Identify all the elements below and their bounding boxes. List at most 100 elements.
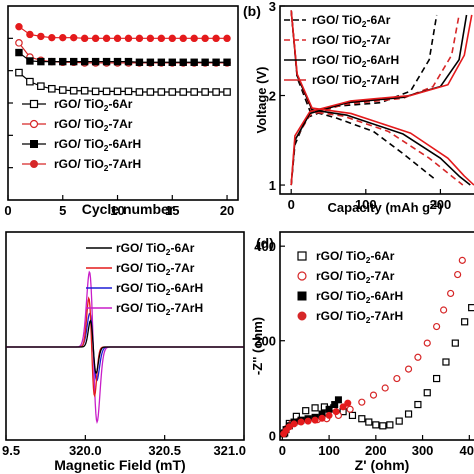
panel-b-voltage-profiles: (b) 1 2 3 0 100 200 Voltage (V) Capacity (mAh g-…	[243, 0, 474, 215]
panel-d-point	[311, 416, 319, 424]
panel-a-x-tick-label: 0	[4, 203, 11, 218]
panel-a-point	[80, 34, 89, 43]
panel-d-legend-label: rGO/ TiO2-7Ar	[316, 269, 395, 285]
panel-d-point	[348, 411, 357, 420]
panel-c-legend-label: rGO/ TiO2-7Ar	[116, 261, 195, 277]
panel-a-point	[15, 39, 23, 47]
panel-d-point	[311, 404, 319, 412]
panel-a-point	[201, 34, 209, 43]
panel-c-legend: rGO/ TiO2-6Ar rGO/ TiO2-7Ar rGO/ TiO2-6ArH…	[86, 241, 203, 317]
panel-b-x-tick-label: 0	[288, 197, 295, 212]
panel-a-point	[146, 34, 155, 43]
panel-a-point	[190, 34, 198, 43]
panel-d-legend-label: rGO/ TiO2-7ArH	[316, 309, 403, 325]
panel-a-point	[135, 34, 144, 43]
panel-a-point	[113, 57, 122, 66]
panel-d-point	[414, 353, 422, 361]
panel-a-point	[26, 57, 34, 65]
panel-d-point	[318, 414, 326, 422]
panel-c-legend-label: rGO/ TiO2-7ArH	[116, 301, 203, 317]
panel-a-point	[37, 32, 45, 41]
panel-a-point	[59, 33, 67, 42]
panel-d-legend-marker	[297, 291, 307, 301]
panel-d-frame	[279, 231, 474, 441]
panel-b-x-axis-label: Capacity (mAh g-1)	[328, 199, 443, 215]
panel-a-point	[102, 57, 111, 66]
panel-d-point	[344, 399, 352, 407]
panel-a-x-axis-label: Cycle number	[82, 201, 175, 217]
panel-d-point	[332, 408, 340, 416]
panel-b-y-tick-label: 3	[269, 0, 276, 14]
panel-d-legend-label: rGO/ TiO2-6ArH	[316, 289, 403, 305]
panel-d-legend-marker	[297, 251, 307, 261]
panel-a-legend-marker	[30, 160, 38, 168]
panel-d-point	[386, 421, 394, 429]
panel-d-point	[395, 417, 403, 425]
panel-b-curve-charge	[290, 14, 460, 186]
panel-c-x-tick-label: 321.0	[213, 443, 246, 458]
panel-d-point	[461, 318, 469, 326]
panel-d-x-axis-label: Z' (ohm)	[355, 457, 410, 473]
panel-c-epr-spectra: 9.5 320.0 320.5 321.0 Magnetic Field (mT) rGO…	[2, 231, 246, 473]
panel-d-nyquist: (d) 0 200 400 0 100 200 300 40 -Z'' (ohm) Z' (ohm)…	[250, 231, 474, 473]
panel-b-legend-label: rGO/ TiO2-7ArH	[312, 73, 399, 89]
panel-d-point	[447, 289, 455, 298]
panel-d-point	[365, 418, 373, 426]
panel-a-point	[48, 84, 56, 93]
panel-d-point	[442, 358, 450, 366]
panel-d-point	[334, 396, 342, 404]
panel-b-x-tick-label: 100	[355, 197, 377, 212]
panel-b-frame	[279, 5, 474, 195]
panel-d-point	[302, 407, 310, 415]
panel-d-point	[290, 420, 298, 428]
panel-d-point	[379, 422, 387, 430]
panel-a-point	[59, 57, 67, 66]
panel-a-point	[135, 58, 144, 66]
panel-a-point	[124, 34, 133, 43]
panel-d-y-tick-label: 400	[254, 239, 276, 254]
panel-a-point	[157, 58, 166, 66]
panel-d-point	[304, 417, 312, 425]
panel-d-y-tick-label: 200	[254, 334, 276, 349]
panel-d-point	[325, 405, 333, 413]
panel-d-point	[454, 270, 462, 279]
panel-c-x-tick-label: 9.5	[2, 443, 20, 458]
panel-a-point	[48, 33, 56, 42]
panel-a-point	[70, 33, 78, 42]
panel-d-point	[339, 403, 347, 411]
panel-a-point	[58, 86, 67, 94]
panel-a-point	[113, 87, 122, 96]
panel-a-x-tick-label: 5	[59, 203, 66, 218]
panel-a-point	[212, 88, 220, 96]
panel-a-point	[15, 48, 23, 57]
panel-a-point	[102, 87, 111, 96]
panel-a-point	[91, 57, 100, 66]
panel-a-point	[157, 34, 166, 43]
panel-a-point	[223, 88, 231, 96]
panel-a-point	[124, 57, 133, 66]
panel-d-point	[372, 421, 380, 429]
panel-a-x-tick-label: 20	[220, 203, 234, 218]
panel-a-point	[37, 57, 45, 66]
panel-d-x-tick-label: 300	[412, 443, 434, 458]
panel-d-x-tick-label: 0	[279, 443, 286, 458]
panel-d-point	[381, 384, 389, 392]
panel-a-point	[91, 34, 100, 43]
panel-a-point	[201, 88, 209, 96]
panel-b-curve-discharge	[290, 10, 438, 182]
panel-d-point	[331, 401, 339, 409]
panel-a-point	[179, 58, 187, 66]
panel-c-frame	[5, 231, 245, 441]
panel-d-point	[393, 374, 401, 383]
panel-a-point	[69, 86, 78, 95]
panel-d-x-tick-label: 100	[318, 443, 340, 458]
panel-d-point	[346, 405, 354, 413]
panel-b-legend-label: rGO/ TiO2-7Ar	[312, 33, 391, 49]
panel-d-point	[440, 306, 448, 314]
panel-a-point	[201, 58, 209, 66]
panel-b-y-axis-label: Voltage (V)	[254, 67, 269, 134]
panel-d-x-tick-label: 40	[460, 443, 474, 458]
panel-a-point	[37, 82, 45, 90]
panel-a-point	[124, 87, 133, 96]
